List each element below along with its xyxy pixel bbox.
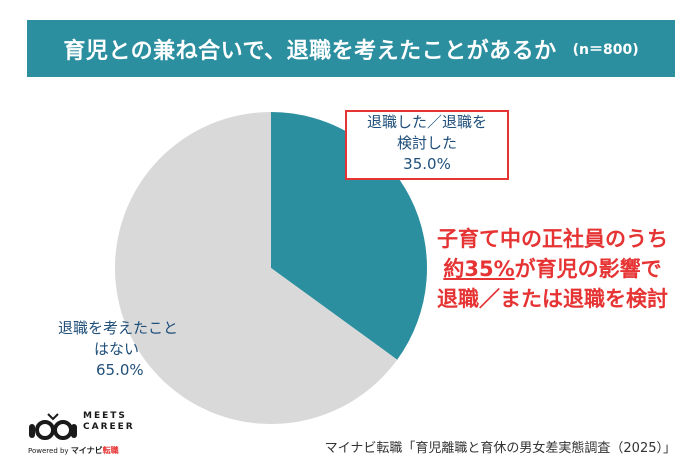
- slice-label-not-considered-line2: はない: [94, 340, 140, 358]
- slice-label-not-considered-line1: 退職を考えたこと: [58, 319, 179, 337]
- logo-powered-by: Powered by マイナビ転職: [28, 445, 119, 456]
- chart-title: 育児との兼ね合いで、退職を考えたことがあるか: [63, 38, 557, 64]
- callout-line3: 退職／または退職を検討: [437, 287, 668, 311]
- slice-label-resigned-line1: 退職した／退職を: [366, 113, 487, 131]
- slice-label-resigned: 退職した／退職を 検討した 35.0%: [345, 110, 509, 180]
- pie-slice-not-considered: [114, 112, 398, 425]
- callout-line2-rest: が育児の影響で: [514, 257, 662, 281]
- brand-name: マイナビ: [70, 446, 103, 455]
- brand-suffix: 転職: [102, 446, 119, 455]
- chart-title-bar: 育児との兼ね合いで、退職を考えたことがあるか (n＝800): [27, 20, 675, 77]
- meets-career-logo: MEETS CAREER Powered by マイナビ転職: [28, 408, 153, 456]
- meets-career-logo-icon: [29, 413, 77, 440]
- source-note: マイナビ転職「育児離職と育休の男女差実態調査（2025）」: [324, 441, 676, 456]
- callout-line2: 約35%が育児の影響で: [420, 254, 685, 284]
- callout-line1: 子育て中の正社員のうち: [437, 227, 668, 251]
- callout-text: 子育て中の正社員のうち 約35%が育児の影響で 退職／または退職を検討: [420, 224, 685, 314]
- logo-line1: MEETS: [83, 411, 127, 421]
- slice-value-not-considered: 65.0%: [96, 361, 144, 379]
- logo-line2: CAREER: [83, 422, 135, 432]
- logo-wordmark: MEETS CAREER: [83, 411, 135, 433]
- slice-label-not-considered: 退職を考えたこと はない 65.0%: [58, 318, 218, 381]
- sample-size: (n＝800): [572, 41, 639, 58]
- slice-label-resigned-line2: 検討した: [396, 134, 457, 152]
- callout-highlight: 約35%: [443, 257, 515, 281]
- powered-by-text: Powered by: [28, 447, 69, 455]
- slice-value-resigned: 35.0%: [403, 155, 451, 173]
